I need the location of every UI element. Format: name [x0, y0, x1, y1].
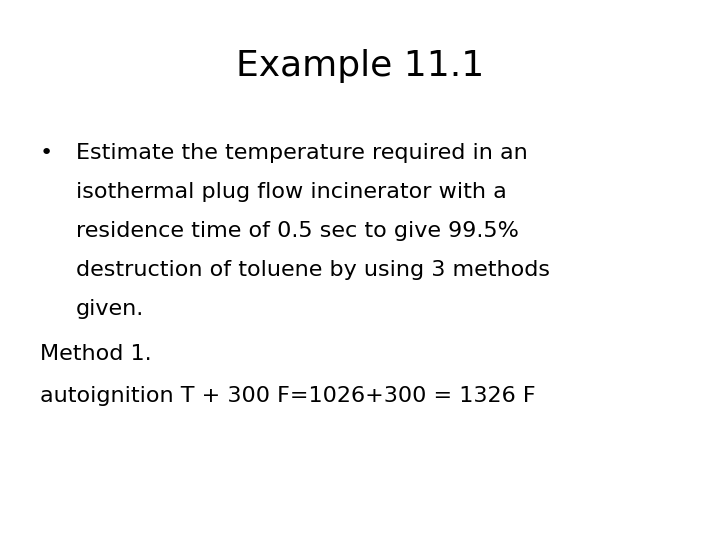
Text: isothermal plug flow incinerator with a: isothermal plug flow incinerator with a	[76, 182, 506, 202]
Text: Estimate the temperature required in an: Estimate the temperature required in an	[76, 143, 527, 163]
Text: Method 1.: Method 1.	[40, 344, 151, 364]
Text: Example 11.1: Example 11.1	[236, 49, 484, 83]
Text: destruction of toluene by using 3 methods: destruction of toluene by using 3 method…	[76, 260, 549, 280]
Text: given.: given.	[76, 299, 144, 319]
Text: autoignition T + 300 F=1026+300 = 1326 F: autoignition T + 300 F=1026+300 = 1326 F	[40, 386, 535, 406]
Text: •: •	[40, 143, 53, 163]
Text: residence time of 0.5 sec to give 99.5%: residence time of 0.5 sec to give 99.5%	[76, 221, 518, 241]
